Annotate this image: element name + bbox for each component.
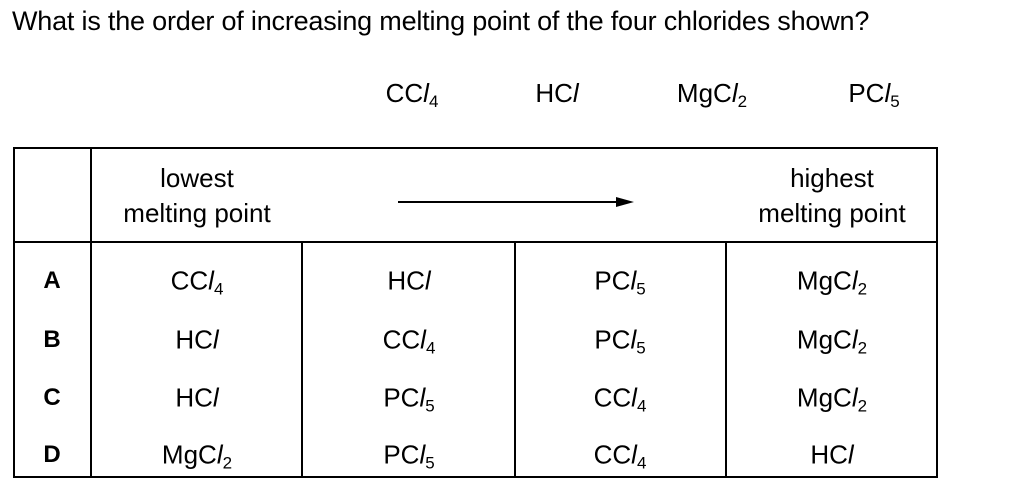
table-cell: CCl4 [593, 439, 647, 473]
option-letter-d[interactable]: D [43, 441, 61, 468]
table-cell: MgCl2 [796, 265, 868, 299]
arrow-right-icon [398, 197, 634, 207]
table-divider [514, 241, 516, 478]
table-cell: HCl [175, 324, 219, 355]
header-lowest: lowest melting point [123, 163, 271, 228]
table-cell: MgCl2 [796, 324, 868, 358]
table-divider [90, 147, 92, 478]
table-cell: PCl5 [594, 324, 646, 358]
question-text: What is the order of increasing melting … [12, 6, 870, 36]
answer-table [13, 147, 938, 478]
table-cell: PCl5 [594, 265, 646, 299]
option-letter-b[interactable]: B [43, 326, 61, 353]
table-divider [301, 241, 303, 478]
table-cell: MgCl2 [796, 382, 868, 416]
table-cell: MgCl2 [161, 439, 233, 473]
option-letter-c[interactable]: C [43, 384, 61, 411]
table-cell: CCl4 [593, 382, 647, 416]
table-divider [13, 241, 938, 243]
table-cell: HCl [810, 439, 854, 470]
table-cell: HCl [175, 382, 219, 413]
chloride-pcl5: PCl5 [848, 78, 900, 111]
chloride-ccl4: CCl4 [385, 78, 439, 111]
table-cell: HCl [387, 265, 431, 296]
table-cell: CCl4 [382, 324, 436, 358]
table-cell: PCl5 [383, 439, 435, 473]
table-cell: CCl4 [170, 265, 224, 299]
table-divider [725, 241, 727, 478]
chloride-mgcl2: MgCl2 [676, 78, 748, 111]
option-letter-a[interactable]: A [43, 267, 61, 294]
chloride-hcl: HCl [535, 78, 579, 108]
table-cell: PCl5 [383, 382, 435, 416]
header-highest: highest melting point [758, 163, 906, 228]
